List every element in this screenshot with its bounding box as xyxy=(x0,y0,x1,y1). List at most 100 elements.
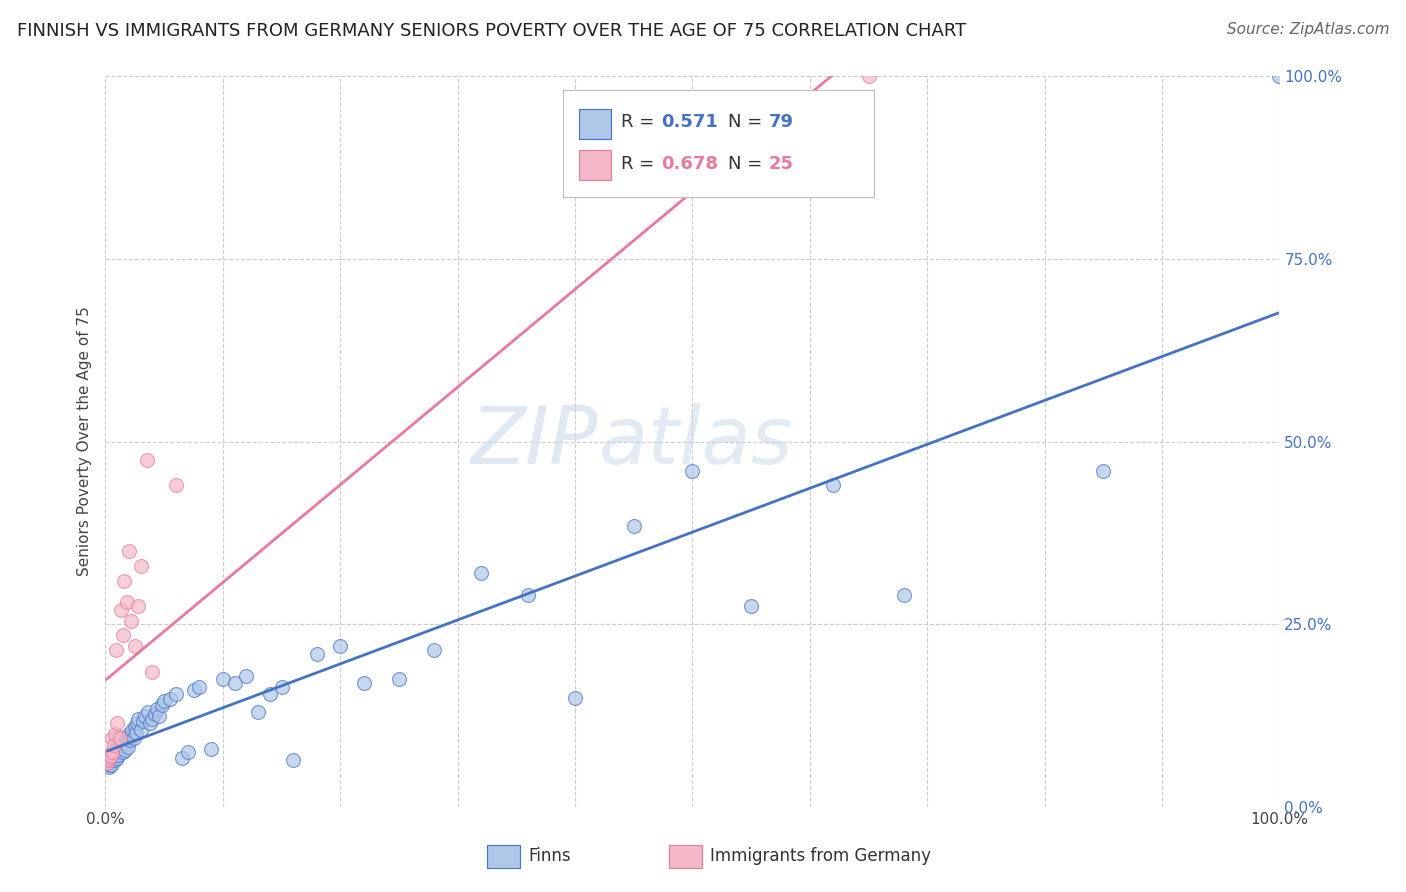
Point xyxy=(139,716,162,731)
Point xyxy=(1268,69,1291,83)
Y-axis label: Seniors Poverty Over the Age of 75: Seniors Poverty Over the Age of 75 xyxy=(77,307,93,576)
Point xyxy=(682,464,704,478)
Point xyxy=(132,714,155,728)
Point xyxy=(159,692,181,706)
Point xyxy=(127,599,149,614)
Point xyxy=(101,746,124,760)
Text: R =: R = xyxy=(621,113,659,131)
Point xyxy=(141,665,163,679)
Point xyxy=(329,640,352,654)
Point xyxy=(259,687,281,701)
Point xyxy=(134,708,156,723)
Point xyxy=(108,731,131,745)
Point xyxy=(104,749,127,764)
Point xyxy=(105,740,128,755)
Text: Immigrants from Germany: Immigrants from Germany xyxy=(710,847,931,865)
Point xyxy=(97,753,120,767)
Text: 25: 25 xyxy=(769,154,794,172)
Point xyxy=(1092,464,1115,478)
Text: FINNISH VS IMMIGRANTS FROM GERMANY SENIORS POVERTY OVER THE AGE OF 75 CORRELATIO: FINNISH VS IMMIGRANTS FROM GERMANY SENIO… xyxy=(17,22,966,40)
Point xyxy=(200,741,222,756)
Point xyxy=(183,683,205,698)
Point xyxy=(150,698,173,712)
Point xyxy=(100,757,122,772)
Point xyxy=(105,716,128,731)
Point xyxy=(129,558,152,573)
Point xyxy=(124,640,146,654)
Text: atlas: atlas xyxy=(599,402,793,481)
Point xyxy=(105,741,128,756)
Point xyxy=(122,731,145,745)
Text: 0.571: 0.571 xyxy=(661,113,717,131)
Point xyxy=(165,687,187,701)
Point xyxy=(125,725,148,739)
Point xyxy=(107,738,129,752)
FancyBboxPatch shape xyxy=(669,845,702,868)
Point xyxy=(108,736,131,750)
Point xyxy=(143,706,166,721)
Text: R =: R = xyxy=(621,154,659,172)
Point xyxy=(305,647,328,661)
Point xyxy=(100,755,122,769)
Point xyxy=(188,680,211,694)
Point xyxy=(623,518,645,533)
Point xyxy=(115,731,138,745)
Text: 0.678: 0.678 xyxy=(661,154,717,172)
Point xyxy=(423,643,446,657)
Text: Source: ZipAtlas.com: Source: ZipAtlas.com xyxy=(1226,22,1389,37)
Point xyxy=(121,723,143,738)
Point xyxy=(96,756,118,771)
Point xyxy=(101,749,124,764)
Point xyxy=(112,746,135,760)
Point xyxy=(224,676,246,690)
Point xyxy=(136,705,159,719)
Point xyxy=(97,756,120,771)
Point xyxy=(127,716,149,731)
Point xyxy=(517,588,540,602)
Point xyxy=(100,749,122,764)
FancyBboxPatch shape xyxy=(579,109,612,139)
Point xyxy=(120,614,142,628)
Point xyxy=(893,588,915,602)
Point xyxy=(98,757,121,772)
Point xyxy=(110,731,132,745)
Point xyxy=(98,747,121,762)
Point xyxy=(98,750,121,764)
Text: Finns: Finns xyxy=(529,847,571,865)
Point xyxy=(105,750,128,764)
Point xyxy=(120,729,142,743)
Point xyxy=(103,738,125,752)
Point xyxy=(740,599,762,614)
Point xyxy=(112,628,135,642)
Point xyxy=(141,713,163,727)
Point xyxy=(101,753,124,767)
Point xyxy=(283,753,305,767)
Point xyxy=(148,708,170,723)
Text: 79: 79 xyxy=(769,113,794,131)
Point xyxy=(98,760,121,774)
Point xyxy=(118,727,141,741)
Point xyxy=(110,603,132,617)
Point xyxy=(211,673,233,687)
Point xyxy=(114,743,136,757)
Point xyxy=(353,676,375,690)
Text: ZIP: ZIP xyxy=(471,402,599,481)
Point xyxy=(564,690,586,705)
Point xyxy=(115,595,138,609)
FancyBboxPatch shape xyxy=(486,845,520,868)
Point xyxy=(388,673,411,687)
Point xyxy=(129,723,152,738)
Point xyxy=(103,747,125,762)
Point xyxy=(118,544,141,558)
Point xyxy=(105,746,128,760)
Point xyxy=(105,743,128,757)
Point xyxy=(235,668,257,682)
Point xyxy=(858,69,880,83)
FancyBboxPatch shape xyxy=(564,90,875,196)
Point xyxy=(127,713,149,727)
Point xyxy=(101,731,124,745)
Point xyxy=(146,701,169,715)
Point xyxy=(135,453,157,467)
Point xyxy=(112,736,135,750)
Point xyxy=(105,643,128,657)
